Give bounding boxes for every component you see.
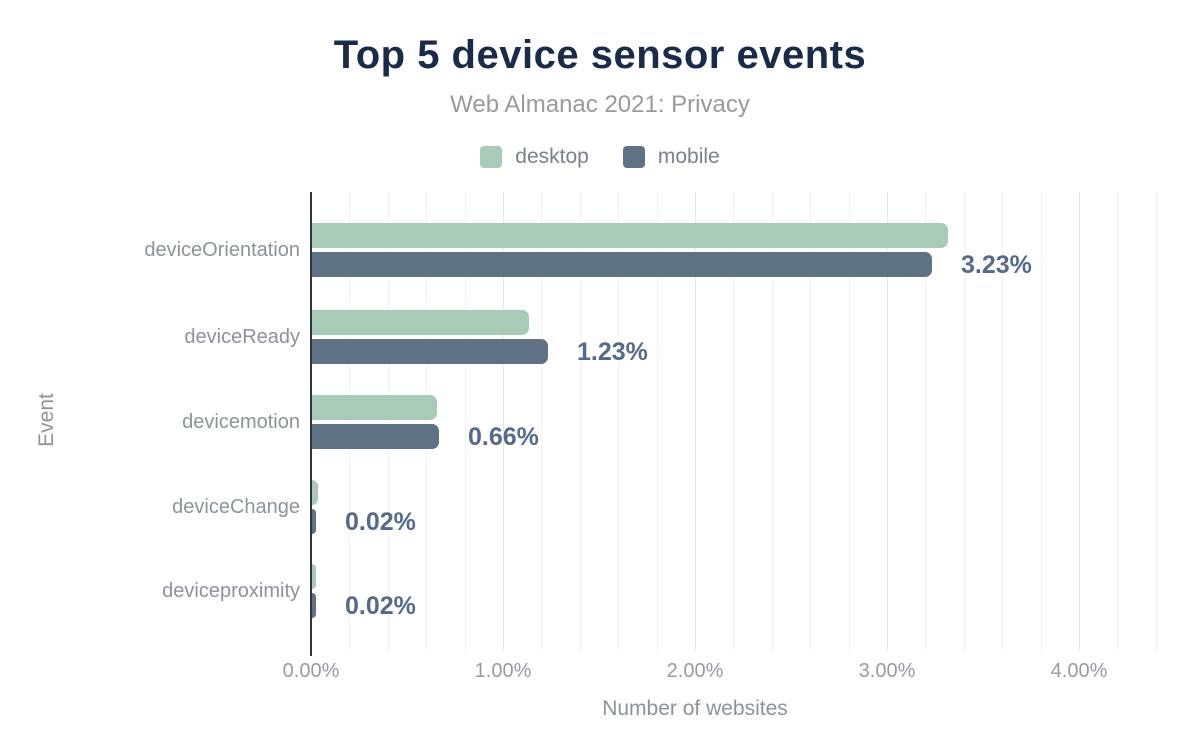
- gridline-minor: [541, 192, 543, 650]
- y-axis-label-devicemotion: devicemotion: [182, 411, 300, 433]
- x-tick-label-3: 3.00%: [858, 660, 916, 682]
- legend-label-desktop: desktop: [515, 145, 589, 168]
- y-axis-line: [310, 192, 312, 656]
- x-tick-label-0: 0.00%: [282, 660, 340, 682]
- x-axis-title: Number of websites: [602, 697, 788, 720]
- bar-mobile-deviceReady[interactable]: [312, 339, 548, 364]
- gridline-minor: [656, 192, 658, 650]
- gridline-minor: [349, 192, 351, 650]
- y-axis-label-deviceproximity: deviceproximity: [162, 580, 300, 602]
- legend: desktop mobile: [0, 145, 1200, 169]
- gridline-minor: [426, 192, 428, 650]
- legend-item-desktop: desktop: [480, 145, 589, 169]
- value-label-devicemotion: 0.66%: [468, 423, 539, 451]
- gridline-minor: [387, 192, 389, 650]
- bar-desktop-deviceReady[interactable]: [312, 310, 529, 335]
- chart-title: Top 5 device sensor events: [333, 33, 867, 77]
- legend-item-mobile: mobile: [622, 145, 720, 169]
- value-label-deviceReady: 1.23%: [577, 338, 648, 366]
- gridline-minor: [848, 192, 850, 650]
- gridline-major: [887, 192, 888, 650]
- gridline-minor: [579, 192, 581, 650]
- value-label-deviceChange: 0.02%: [345, 508, 416, 536]
- gridline-major: [695, 192, 696, 650]
- y-axis-label-deviceReady: deviceReady: [184, 326, 300, 348]
- bar-mobile-devicemotion[interactable]: [312, 424, 439, 449]
- gridline-minor: [925, 192, 927, 650]
- value-label-deviceOrientation: 3.23%: [961, 251, 1032, 279]
- bar-desktop-deviceChange[interactable]: [312, 480, 318, 505]
- desktop-swatch-icon: [480, 146, 503, 168]
- gridline-minor: [1040, 192, 1042, 650]
- gridline-minor: [1002, 192, 1004, 650]
- x-tick-label-2: 2.00%: [666, 660, 724, 682]
- x-tick-label-1: 1.00%: [474, 660, 532, 682]
- chart-subtitle: Web Almanac 2021: Privacy: [450, 91, 750, 118]
- gridline-major: [1079, 192, 1080, 650]
- gridline-minor: [1117, 192, 1119, 650]
- plot-area: 3.23% 1.23% 0.66% 0.02% 0.02%: [310, 192, 1165, 656]
- x-tick-label-4: 4.00%: [1050, 660, 1108, 682]
- gridline-minor: [963, 192, 965, 650]
- bar-desktop-deviceOrientation[interactable]: [312, 223, 948, 248]
- gridline-major: [503, 192, 504, 650]
- gridline-minor: [733, 192, 735, 650]
- mobile-swatch-icon: [622, 146, 645, 168]
- y-axis-label-deviceChange: deviceChange: [172, 496, 300, 518]
- gridline-minor: [1155, 192, 1157, 650]
- y-axis-label-deviceOrientation: deviceOrientation: [144, 239, 300, 261]
- bar-mobile-deviceChange[interactable]: [312, 509, 316, 534]
- value-label-deviceproximity: 0.02%: [345, 592, 416, 620]
- gridline-minor: [771, 192, 773, 650]
- gridline-minor: [810, 192, 812, 650]
- gridline-minor: [464, 192, 466, 650]
- gridline-minor: [618, 192, 620, 650]
- bar-desktop-devicemotion[interactable]: [312, 395, 437, 420]
- bar-mobile-deviceproximity[interactable]: [312, 593, 316, 618]
- bar-desktop-deviceproximity[interactable]: [312, 564, 316, 589]
- bar-mobile-deviceOrientation[interactable]: [312, 252, 932, 277]
- legend-label-mobile: mobile: [657, 145, 720, 168]
